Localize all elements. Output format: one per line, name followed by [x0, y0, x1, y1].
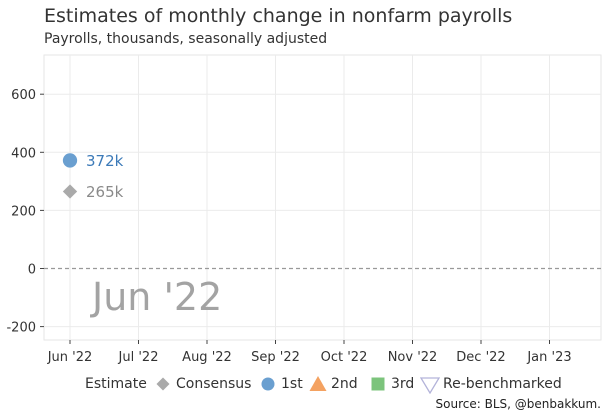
y-tick-label: 600: [11, 88, 36, 103]
chart-plot: Jun '22 Jul '22 Aug '22 Sep '22 Oct '22 Nov '…: [6, 54, 602, 365]
x-tick-label: Sep '22: [251, 350, 300, 365]
point-1st: [62, 153, 78, 168]
x-tick-label: Dec '22: [456, 350, 505, 365]
data-label-1st: 372k: [86, 152, 124, 170]
y-tick-label: -200: [6, 321, 36, 336]
y-tick-label: 0: [28, 263, 36, 278]
legend-label: 2nd: [331, 376, 358, 392]
legend-label: 1st: [281, 376, 303, 392]
point-consensus: [62, 184, 78, 199]
month-watermark: Jun '22: [90, 275, 222, 319]
y-tick-label: 400: [11, 146, 36, 161]
y-tick-label: 200: [11, 204, 36, 219]
x-tick-label: Jul '22: [118, 350, 159, 365]
chart-title: Estimates of monthly change in nonfarm p…: [44, 5, 513, 27]
legend-item-2nd: 2nd: [308, 372, 358, 396]
chart-subtitle: Payrolls, thousands, seasonally adjusted: [44, 31, 328, 47]
x-tick-label: Oct '22: [321, 350, 368, 365]
legend-marker-square-icon: [371, 377, 385, 391]
x-tick-label: Nov '22: [388, 350, 438, 365]
legend-item-1st: 1st: [258, 372, 303, 396]
legend-label: 3rd: [391, 376, 415, 392]
legend-marker-circle-icon: [261, 377, 275, 391]
legend-marker-diamond-icon: [156, 377, 170, 391]
legend-item-3rd: 3rd: [368, 372, 414, 396]
plot-area: [43, 54, 602, 341]
x-tick-label: Jan '23: [526, 350, 571, 365]
data-label-consensus: 265k: [86, 183, 124, 201]
chart-legend: Estimate Consensus 1st 2nd 3rd Re-benchmarke…: [0, 372, 615, 396]
legend-item-consensus: Consensus: [153, 372, 251, 396]
legend-title: Estimate: [85, 376, 147, 392]
legend-label: Re-benchmarked: [443, 376, 562, 392]
legend-marker-triangle-down-open-icon: [420, 377, 440, 394]
legend-marker-triangle-up-icon: [309, 376, 327, 391]
legend-item-re-benchmarked: Re-benchmarked: [420, 372, 562, 396]
chart-caption: Source: BLS, @benbakkum.: [435, 397, 601, 411]
x-tick-label: Aug '22: [182, 350, 232, 365]
x-tick-label: Jun '22: [47, 350, 93, 365]
legend-label: Consensus: [176, 376, 252, 392]
